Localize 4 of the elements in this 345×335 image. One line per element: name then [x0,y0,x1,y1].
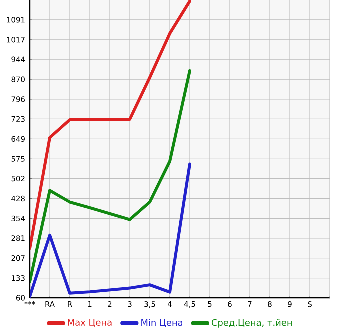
legend-label: Min Цена [142,319,183,328]
legend-label: Max Цена [68,319,112,328]
line-series [30,0,192,250]
legend-label: Сред.Цена, т.йен [212,319,292,328]
